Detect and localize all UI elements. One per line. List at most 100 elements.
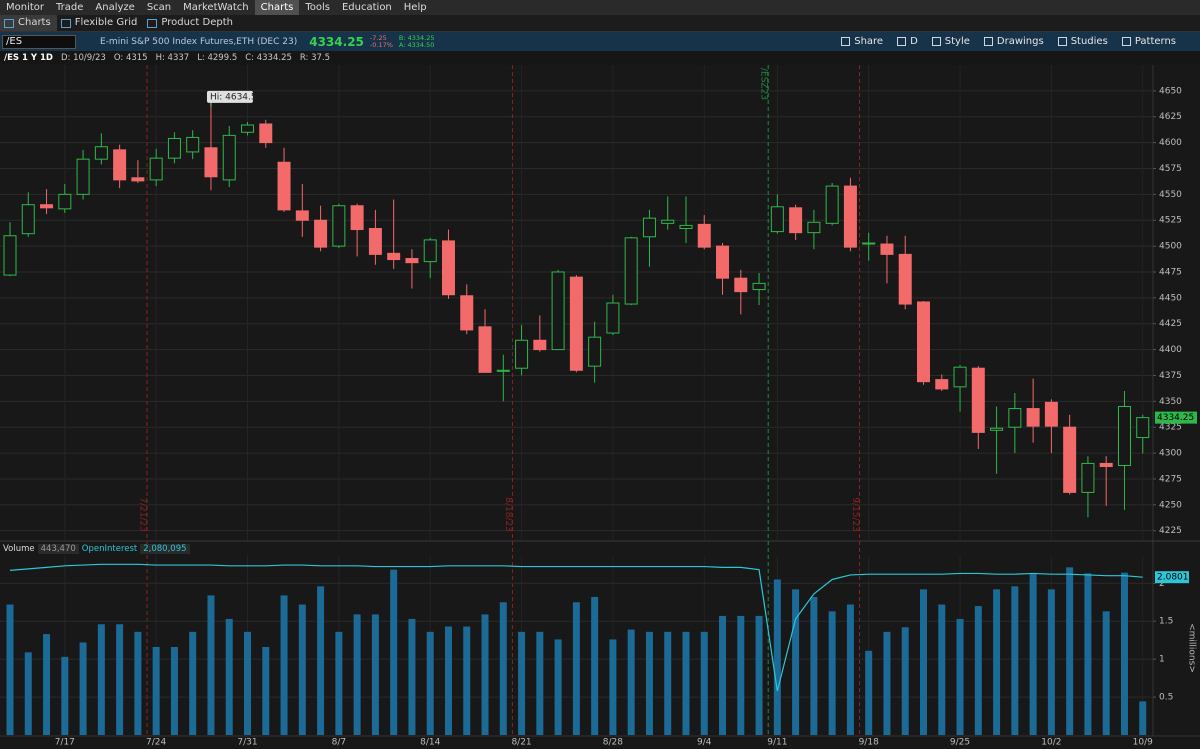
toolbar-label: Patterns [1134,36,1176,47]
toolbar-label: Share [854,36,884,47]
menu-item[interactable]: Tools [305,2,330,13]
chart-header: /ES 1 Y 1D D: 10/9/23 O: 4315 H: 4337 L: 429… [0,51,1200,65]
volume-bar [974,606,982,735]
volume-bar [609,639,617,735]
tab[interactable]: Charts [0,15,57,31]
toolbar-button[interactable]: Share [841,36,883,47]
y-tick-label: 1.5 [1159,617,1173,627]
candle-body [569,276,583,371]
volume-bar [1084,573,1092,735]
volume-bar [244,631,252,735]
toolbar-label: Studies [1070,36,1108,47]
volume-bar [408,618,416,735]
candle-body [332,205,346,247]
volume-bar [170,647,178,735]
candle-body [843,185,857,248]
candle-body [131,177,145,182]
toolbar-button[interactable]: Style [931,36,970,47]
menu-item[interactable]: Trade [56,2,84,13]
toolbar-icon [983,37,993,46]
candle-body [679,224,693,230]
menu-item[interactable]: Charts [254,0,300,15]
chart-header-item: O: 4315 [113,53,148,63]
y-axis-label: <millions> [1187,623,1197,673]
candle-body [807,221,821,234]
candle-body [551,271,565,351]
volume-bar [993,589,1001,735]
volume-bar [1139,701,1147,735]
toolbar-label: D [910,36,918,47]
candle-body [533,339,547,351]
x-tick-label: 9/25 [950,738,970,748]
volume-bar [865,650,873,735]
menu-item[interactable]: Analyze [95,2,135,13]
tab-icon [147,18,158,28]
volume-bar [152,647,160,735]
volume-bar [6,604,14,735]
net-change: -7.25 [369,33,387,42]
volume-bar [1102,611,1110,735]
candle-body [1026,408,1040,427]
volume-bar [1029,574,1037,735]
toolbar-icon [931,37,941,46]
candle-body [76,158,90,195]
chart-header-item: C: 4334.25 [245,53,292,63]
event-label: 7/21/23 [138,497,148,532]
menu-item[interactable]: MarketWatch [183,2,249,13]
event-label: 8/18/23 [503,497,513,532]
candle-body [588,336,602,367]
candle-body [1081,462,1095,493]
volume-bar [97,624,105,735]
open-interest-line [9,563,1143,692]
candle-body [149,157,163,181]
tab-bar: Charts Flexible Grid Product Depth [0,15,1200,32]
menu-item[interactable]: Scan [146,2,172,13]
symbol-input[interactable]: /ES [2,34,76,49]
tab[interactable]: Product Depth [143,15,239,31]
high-label: Hi: 4634.5 [210,92,257,102]
candle-body [40,204,54,209]
menu-item[interactable]: Monitor [6,2,45,13]
volume-bar [79,642,87,735]
toolbar-button[interactable]: Studies [1057,36,1108,47]
volume-bar [262,647,270,735]
x-tick-label: 9/18 [859,738,879,748]
candle-body [368,228,382,255]
toolbar-button[interactable]: Drawings [983,36,1044,47]
x-tick-label: 8/14 [420,738,440,748]
volume-bar [773,579,781,735]
toolbar-icon [1057,37,1067,46]
volume-bar [298,604,306,735]
volume-bar [938,604,946,735]
y-tick-label: 4600 [1159,138,1182,148]
toolbar-button[interactable]: D [897,36,918,47]
candle-body [624,237,638,305]
volume-bar [61,656,69,735]
bid: B: 4334.25 [398,33,435,42]
menu-bar: Monitor Trade Analyze Scan MarketWatch Charts… [0,0,1200,15]
candle-body [770,206,784,233]
chart-header-item: H: 4337 [155,53,190,63]
candle-body [295,210,309,221]
chart-toolbar: Share D Style Drawings Studies Patterns [841,36,1200,47]
menu-item[interactable]: Education [341,2,392,13]
candle-body [953,366,967,388]
volume-bar [43,634,51,735]
toolbar-button[interactable]: Patterns [1121,36,1176,47]
volume-bar [1047,589,1055,735]
menu-item[interactable]: Help [403,2,427,13]
y-tick-label: 2 [1159,579,1165,589]
x-tick-label: 8/28 [603,738,623,748]
x-tick-label: 9/11 [767,738,787,748]
open-interest-box [1155,571,1189,584]
open-interest-value: 2,080,095 [140,543,190,554]
volume-bar [554,639,562,735]
tab[interactable]: Flexible Grid [57,15,144,31]
x-tick-label: 8/7 [332,738,346,748]
chart-header-item: D: 10/9/23 [60,53,106,63]
x-tick-label: 9/4 [697,738,712,748]
y-tick-label: 4500 [1159,242,1182,252]
volume-bar [317,586,325,735]
y-tick-label: 4575 [1159,164,1182,174]
